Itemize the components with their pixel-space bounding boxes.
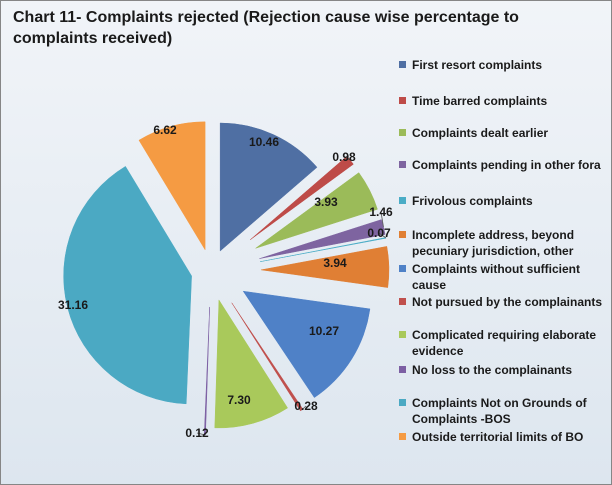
leader-line <box>380 211 384 228</box>
data-label: 0.12 <box>185 426 209 440</box>
legend-swatch <box>399 331 406 338</box>
leader-line <box>196 432 205 436</box>
legend-label: Complaints pending in other fora <box>412 158 601 172</box>
data-label: 0.98 <box>332 150 356 164</box>
legend-label: Outside territorial limits of BO <box>412 430 584 444</box>
legend-swatch <box>399 298 406 305</box>
legend-swatch <box>399 161 406 168</box>
data-label: 6.62 <box>153 123 177 137</box>
legend-label: Complaints dealt earlier <box>412 126 549 140</box>
legend-swatch <box>399 97 406 104</box>
legend-label: Complicated requiring elaborate evidence <box>412 328 597 358</box>
data-label: 10.27 <box>309 324 339 338</box>
legend-label: Time barred complaints <box>412 94 548 108</box>
pie-slice <box>242 290 371 398</box>
leader-line <box>301 405 307 411</box>
data-label: 1.46 <box>369 205 393 219</box>
legend-label: Frivolous complaints <box>412 194 533 208</box>
leader-line <box>378 232 387 239</box>
legend-swatch <box>399 433 406 440</box>
chart-title: Chart 11- Complaints rejected (Rejection… <box>13 9 519 47</box>
legend-label: Complaints without sufficient cause <box>412 262 580 292</box>
legend-swatch <box>399 129 406 136</box>
data-label: 0.07 <box>367 226 391 240</box>
legend-swatch <box>399 265 406 272</box>
legend-swatch <box>399 366 406 373</box>
legend-label: Incomplete address, beyond pecuniary jur… <box>412 228 575 258</box>
data-label: 31.16 <box>58 298 88 312</box>
data-label: 10.46 <box>249 135 279 149</box>
legend-label: Complaints Not on Grounds of Complaints … <box>412 396 587 426</box>
legend-swatch <box>399 197 406 204</box>
pie-slice <box>260 246 390 288</box>
data-label: 3.94 <box>323 256 347 270</box>
data-label: 0.28 <box>294 399 318 413</box>
data-label: 7.30 <box>227 393 251 407</box>
pie-slice <box>63 166 192 405</box>
pie-slice <box>219 122 318 252</box>
pie-slice <box>214 299 288 429</box>
legend-swatch <box>399 231 406 238</box>
pie-slice <box>203 306 210 436</box>
legend-swatch <box>399 399 406 406</box>
leader-line <box>343 156 351 161</box>
legend-swatch <box>399 61 406 68</box>
data-label: 3.93 <box>314 195 338 209</box>
legend-label: No loss to the complainants <box>412 363 573 377</box>
pie-slice <box>255 172 378 249</box>
pie-slice <box>138 121 206 251</box>
legend-label: Not pursued by the complainants <box>412 295 603 309</box>
legend-label: First resort complaints <box>412 58 543 72</box>
